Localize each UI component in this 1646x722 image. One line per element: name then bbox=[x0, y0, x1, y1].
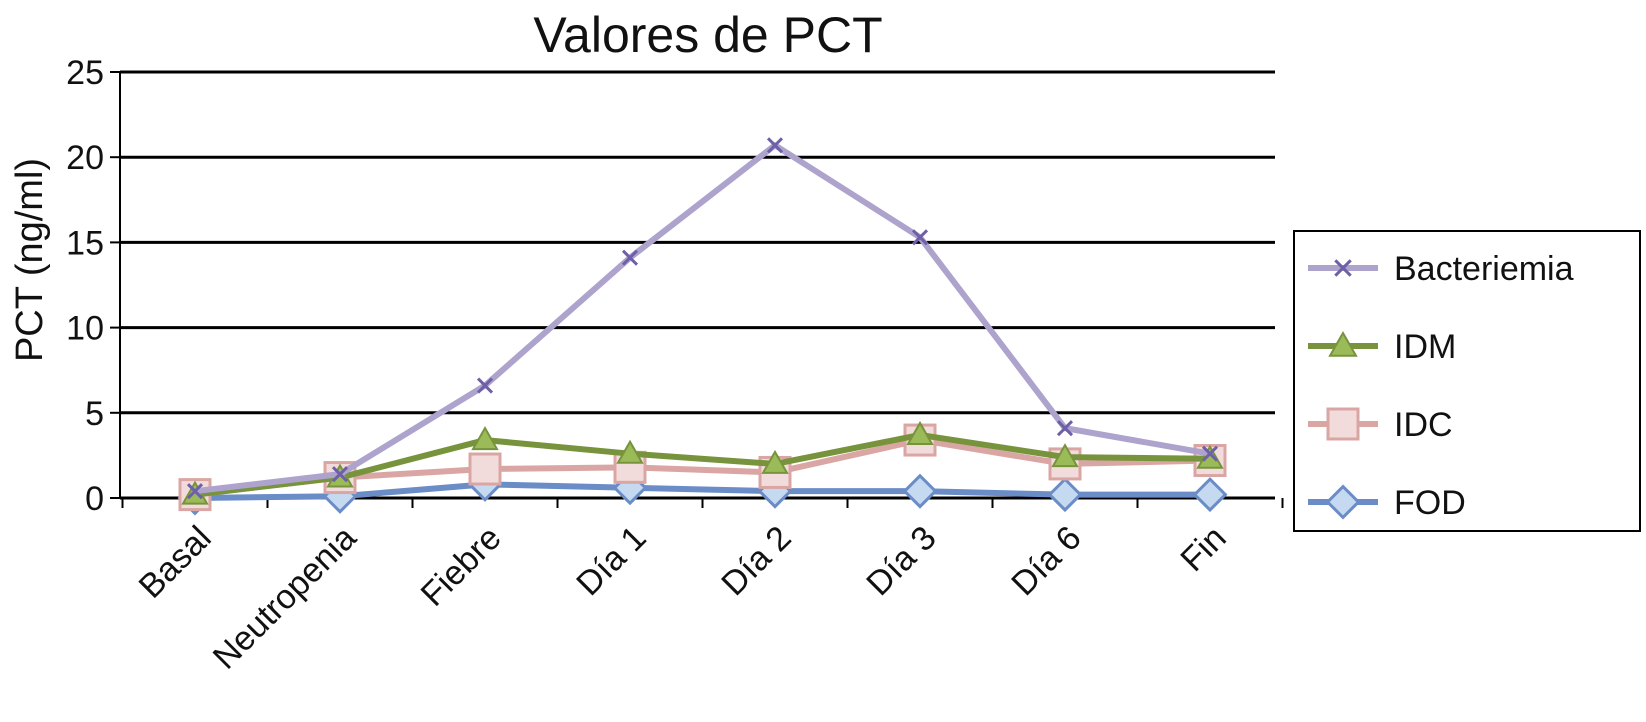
legend-entry: IDM bbox=[1308, 328, 1456, 366]
data-point bbox=[1334, 259, 1352, 277]
x-tick-label: Fin bbox=[1173, 519, 1233, 579]
data-point bbox=[1328, 330, 1358, 357]
y-tick-label: 25 bbox=[66, 54, 104, 92]
x-tick-label: Fiebre bbox=[414, 519, 509, 614]
series-line bbox=[194, 481, 1210, 501]
y-tick-label: 15 bbox=[66, 224, 104, 262]
x-tick-label: Día 6 bbox=[1004, 519, 1088, 603]
series-line bbox=[194, 437, 1211, 498]
data-point bbox=[1201, 445, 1219, 462]
y-tick-label: 0 bbox=[85, 480, 104, 518]
legend-label: Bacteriemia bbox=[1394, 250, 1574, 288]
data-point bbox=[1047, 477, 1083, 513]
x-tick-label: Día 3 bbox=[859, 519, 943, 603]
data-point bbox=[1056, 420, 1074, 437]
legend: Bacteriemia IDM IDC FOD bbox=[1293, 230, 1641, 532]
chart-title: Valores de PCT bbox=[533, 7, 882, 63]
legend-label: IDC bbox=[1394, 406, 1453, 444]
data-point bbox=[468, 452, 502, 486]
data-point bbox=[766, 137, 784, 154]
x-tick-label: Día 1 bbox=[569, 519, 653, 603]
legend-entry: FOD bbox=[1308, 484, 1466, 522]
x-tick-label: Día 2 bbox=[714, 519, 798, 603]
legend-label: FOD bbox=[1394, 484, 1466, 522]
series-line bbox=[194, 431, 1211, 498]
data-point bbox=[186, 483, 204, 500]
data-point bbox=[1325, 484, 1361, 520]
grid-lines bbox=[120, 70, 1275, 500]
data-point bbox=[902, 473, 938, 509]
y-tick-labels: 0 5 10 15 20 25 bbox=[66, 54, 104, 518]
data-point bbox=[616, 439, 644, 464]
legend-entry: IDC bbox=[1308, 406, 1453, 444]
data-point bbox=[906, 420, 934, 445]
series-line bbox=[194, 142, 1211, 495]
legend-box bbox=[1293, 230, 1641, 532]
x-tick-label: Neutropenia bbox=[206, 519, 364, 677]
data-point bbox=[761, 449, 789, 474]
y-axis-label: PCT (ng/ml) bbox=[9, 158, 51, 362]
series-lines bbox=[177, 137, 1228, 516]
y-tick-label: 10 bbox=[66, 310, 104, 348]
axes bbox=[110, 71, 1284, 508]
x-tick-label: Basal bbox=[132, 519, 219, 606]
legend-label: IDM bbox=[1394, 328, 1456, 366]
data-point bbox=[1196, 444, 1224, 469]
data-point bbox=[476, 377, 494, 394]
data-point bbox=[1326, 407, 1360, 441]
data-point bbox=[471, 426, 499, 451]
y-tick-label: 20 bbox=[66, 139, 104, 177]
y-tick-label: 5 bbox=[85, 395, 104, 433]
data-point bbox=[621, 249, 639, 266]
legend-entry: Bacteriemia bbox=[1308, 250, 1574, 288]
data-point bbox=[331, 466, 349, 483]
data-point bbox=[911, 229, 929, 246]
data-point bbox=[1192, 477, 1228, 513]
data-point bbox=[1051, 443, 1079, 468]
